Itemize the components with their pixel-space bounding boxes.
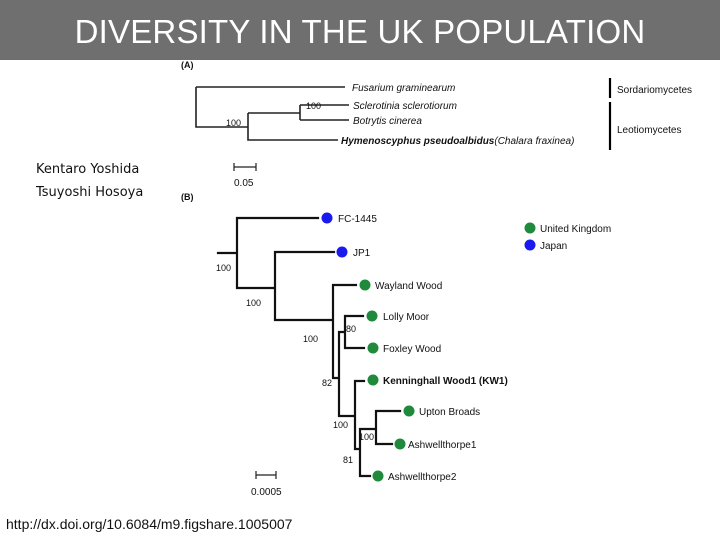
isolate-label: Kenninghall Wood1 (KW1) bbox=[383, 376, 508, 387]
bootstrap-value: 81 bbox=[343, 455, 353, 465]
title-bar: DIVERSITY IN THE UK POPULATION bbox=[0, 0, 720, 60]
isolate-marker-uk bbox=[366, 310, 378, 322]
legend-label: Japan bbox=[540, 241, 567, 252]
bootstrap-value: 100 bbox=[359, 432, 374, 442]
bootstrap-value: 100 bbox=[306, 101, 321, 111]
isolate-label: FC-1445 bbox=[338, 214, 377, 225]
bootstrap-value: 100 bbox=[333, 420, 348, 430]
isolate-label: Foxley Wood bbox=[383, 344, 441, 355]
panel-b-branches bbox=[216, 216, 402, 478]
taxon-label: Fusarium graminearum bbox=[352, 83, 455, 94]
isolate-marker-uk bbox=[394, 438, 406, 450]
taxon-label: Botrytis cinerea bbox=[353, 116, 422, 127]
taxon-label: Hymenoscyphus pseudoalbidus(Chalara frax… bbox=[341, 136, 574, 147]
class-label: Sordariomycetes bbox=[617, 85, 692, 96]
bootstrap-value: 82 bbox=[322, 378, 332, 388]
source-link[interactable]: http://dx.doi.org/10.6084/m9.figshare.10… bbox=[6, 516, 293, 532]
bootstrap-value: 80 bbox=[346, 324, 356, 334]
scale-label: 0.05 bbox=[234, 178, 254, 189]
isolate-label: JP1 bbox=[353, 248, 371, 259]
isolate-label: Lolly Moor bbox=[383, 312, 430, 323]
isolate-marker-uk bbox=[359, 279, 371, 291]
isolate-label: Ashwellthorpe2 bbox=[388, 472, 457, 483]
author-name: Kentaro Yoshida bbox=[36, 162, 140, 177]
class-label: Leotiomycetes bbox=[617, 125, 681, 136]
scale-bar bbox=[233, 163, 257, 171]
taxon-name-bold: Hymenoscyphus pseudoalbidus bbox=[341, 136, 495, 147]
panel-a-label: (A) bbox=[181, 60, 194, 70]
bootstrap-value: 100 bbox=[246, 298, 261, 308]
isolate-marker-japan bbox=[321, 212, 333, 224]
isolate-marker-uk bbox=[367, 374, 379, 386]
taxon-name-synonym: (Chalara fraxinea) bbox=[494, 136, 574, 147]
scale-label: 0.0005 bbox=[251, 487, 282, 498]
scale-bar bbox=[255, 471, 277, 479]
isolate-label: Wayland Wood bbox=[375, 281, 442, 292]
panel-a-branches bbox=[195, 86, 349, 141]
isolate-label: Upton Broads bbox=[419, 407, 480, 418]
isolate-marker-uk bbox=[372, 470, 384, 482]
panel-b-label: (B) bbox=[181, 192, 194, 202]
isolate-marker-japan bbox=[336, 246, 348, 258]
isolate-marker-uk bbox=[367, 342, 379, 354]
taxon-label: Sclerotinia sclerotiorum bbox=[353, 101, 457, 112]
slide-title: DIVERSITY IN THE UK POPULATION bbox=[74, 13, 646, 50]
author-name: Tsuyoshi Hosoya bbox=[36, 185, 144, 200]
isolate-marker-uk bbox=[403, 405, 415, 417]
bootstrap-value: 100 bbox=[216, 263, 231, 273]
legend-label: United Kingdom bbox=[540, 224, 611, 235]
bootstrap-value: 100 bbox=[226, 118, 241, 128]
isolate-label: Ashwellthorpe1 bbox=[408, 440, 477, 451]
legend-marker-japan bbox=[524, 239, 536, 251]
bootstrap-value: 100 bbox=[303, 334, 318, 344]
legend-marker-uk bbox=[524, 222, 536, 234]
